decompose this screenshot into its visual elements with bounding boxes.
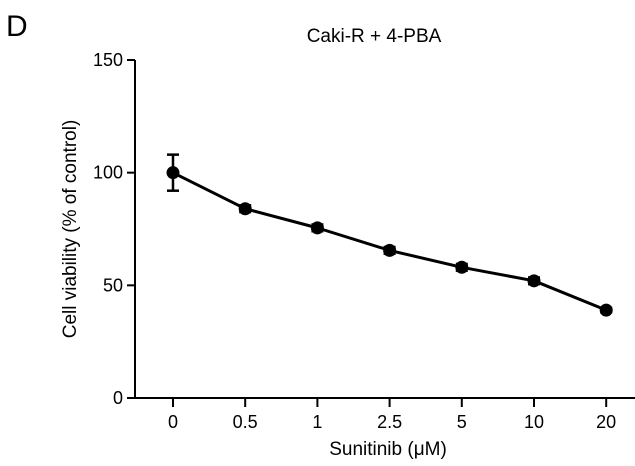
- x-tick-label: 1: [312, 412, 322, 432]
- y-tick-label: 150: [93, 50, 123, 70]
- x-tick-label: 20: [596, 412, 616, 432]
- data-point: [527, 274, 541, 288]
- data-point: [238, 202, 252, 216]
- x-tick-label: 0: [168, 412, 178, 432]
- x-tick-label: 2.5: [377, 412, 402, 432]
- y-tick-label: 100: [93, 163, 123, 183]
- data-point: [599, 303, 613, 317]
- x-tick-label: 10: [524, 412, 544, 432]
- chart-title: Caki-R + 4-PBA: [307, 26, 442, 47]
- panel-label: D: [6, 10, 28, 43]
- y-axis-label: Cell viability (% of control): [60, 120, 81, 339]
- x-axis-label: Sunitinib (μM): [329, 439, 447, 460]
- x-tick-label: 0.5: [233, 412, 258, 432]
- data-point: [383, 243, 397, 257]
- data-point: [166, 166, 180, 180]
- y-tick-label: 50: [103, 275, 123, 295]
- data-point: [455, 260, 469, 274]
- series-line: [172, 171, 607, 312]
- data-point: [310, 221, 324, 235]
- x-tick-label: 5: [457, 412, 467, 432]
- y-tick-label: 0: [113, 388, 123, 408]
